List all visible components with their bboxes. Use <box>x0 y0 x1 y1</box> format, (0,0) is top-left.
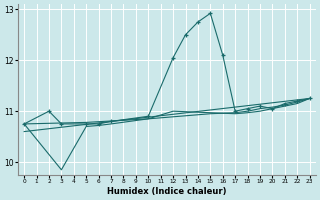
X-axis label: Humidex (Indice chaleur): Humidex (Indice chaleur) <box>107 187 227 196</box>
